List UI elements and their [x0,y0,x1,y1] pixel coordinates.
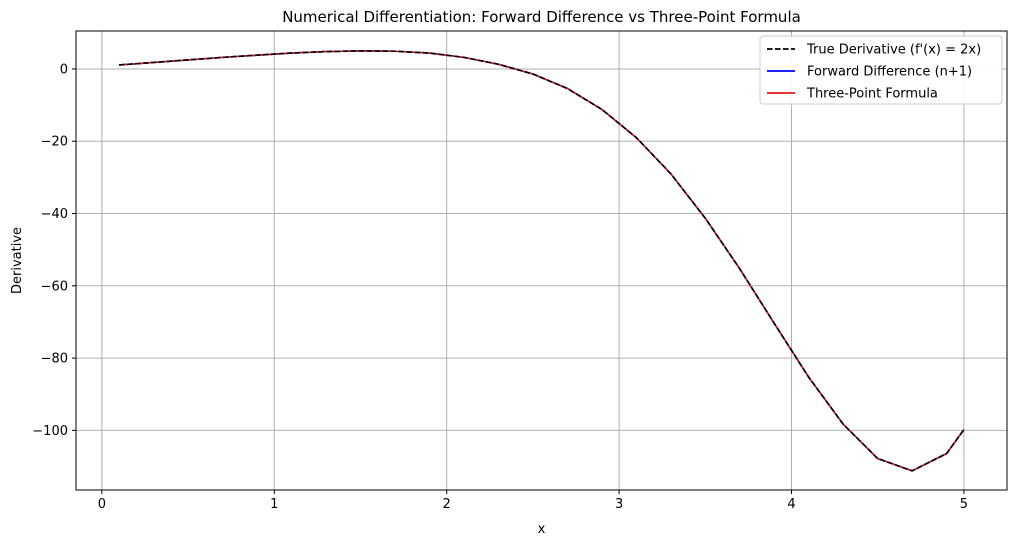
y-tick-label: −80 [41,352,68,367]
legend-label-1: Forward Difference (n+1) [807,65,972,80]
y-tick-label: −100 [32,424,68,439]
x-axis-ticks: 0 1 2 3 4 5 [98,490,968,512]
plot-frame [75,30,1008,491]
x-tick-label: 0 [98,497,106,512]
legend: True Derivative (f'(x) = 2x) Forward Diff… [759,35,1003,105]
x-axis-label: x [538,522,546,537]
x-tick-label: 4 [787,497,795,512]
y-axis-ticks: 0 −20 −40 −60 −80 −100 [32,62,76,439]
legend-label-2: Three-Point Formula [806,87,938,102]
legend-label-0: True Derivative (f'(x) = 2x) [806,43,981,58]
y-tick-label: −20 [41,135,68,150]
y-tick-label: 0 [60,62,68,77]
x-tick-label: 1 [270,497,278,512]
y-tick-label: −60 [41,279,68,294]
y-axis-label: Derivative [10,227,25,294]
x-tick-label: 3 [615,497,623,512]
y-tick-label: −40 [41,207,68,222]
series-lines [119,50,965,472]
legend-box [759,35,1003,105]
x-tick-label: 5 [960,497,968,512]
chart-title: Numerical Differentiation: Forward Diffe… [282,8,801,26]
x-tick-label: 2 [443,497,451,512]
series-line-0 [119,50,965,472]
